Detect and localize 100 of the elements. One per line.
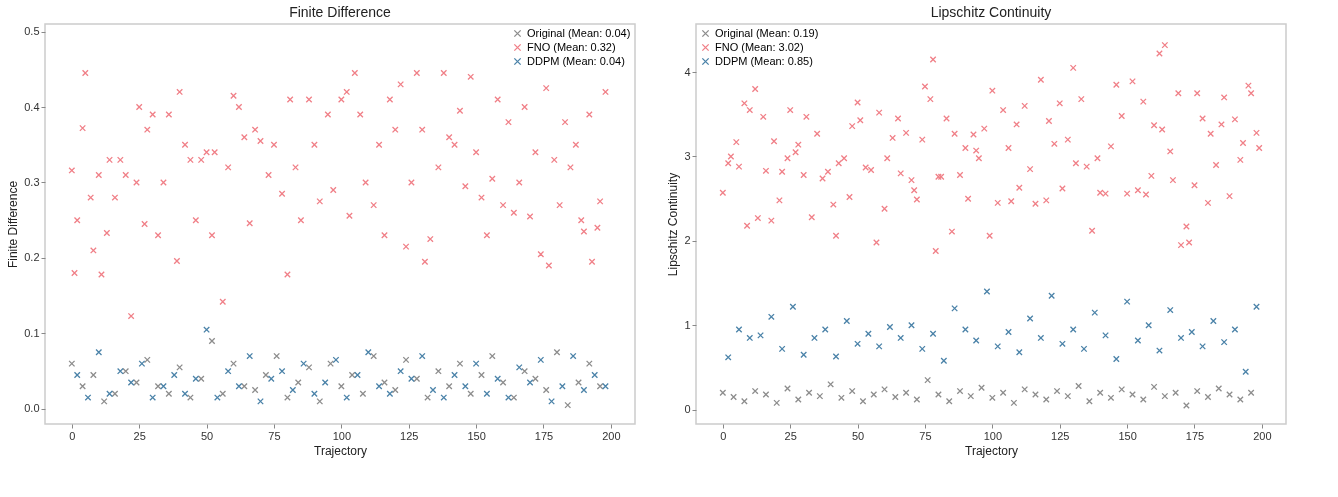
point	[542, 386, 550, 394]
x-tick-label: 100	[332, 429, 352, 442]
y-tick-label: 0.0	[24, 402, 40, 415]
point	[488, 352, 496, 360]
point	[902, 389, 910, 397]
point	[1112, 355, 1120, 363]
point	[408, 375, 415, 383]
point	[170, 371, 178, 379]
legend-label: Original (Mean: 0.04)	[527, 26, 631, 39]
x-tick-label: 0	[720, 429, 727, 442]
point	[1107, 394, 1115, 402]
point	[510, 394, 518, 401]
point	[1188, 328, 1196, 336]
point	[499, 379, 507, 386]
point	[988, 394, 996, 402]
point	[116, 367, 124, 375]
x-tick-label: 50	[200, 429, 214, 442]
y-tick-label: 0.2	[24, 251, 40, 264]
point	[278, 367, 286, 375]
point	[843, 317, 851, 325]
x-tick-label: 100	[983, 429, 1003, 442]
point	[978, 384, 985, 392]
point	[1085, 397, 1093, 405]
point	[467, 390, 475, 398]
point	[805, 389, 813, 397]
point	[1253, 303, 1260, 311]
point	[740, 397, 748, 405]
point	[532, 375, 539, 383]
point	[891, 393, 899, 401]
point	[273, 352, 281, 360]
x-tick-label: 50	[851, 429, 865, 442]
legend-label: DDPM (Mean: 0.85)	[715, 54, 813, 67]
point	[294, 379, 302, 386]
point	[478, 371, 485, 379]
point	[472, 360, 480, 368]
point	[84, 394, 92, 401]
point	[773, 399, 781, 407]
x-tick-label: 125	[400, 429, 419, 442]
point	[794, 396, 802, 403]
y-axis-title: Lipschitz Continuity	[666, 172, 681, 277]
point	[111, 390, 119, 398]
point	[89, 371, 97, 379]
point	[354, 371, 361, 379]
point	[746, 334, 754, 342]
point	[940, 357, 948, 365]
point	[1075, 382, 1082, 390]
y-tick-label: 0.3	[24, 175, 40, 188]
point	[257, 397, 264, 405]
point	[762, 391, 770, 398]
x-axis-title: Trajectory	[314, 443, 367, 458]
x-tick-label: 150	[467, 429, 486, 442]
point	[73, 371, 81, 379]
point	[154, 382, 162, 390]
point	[402, 356, 410, 364]
x-tick-label: 75	[268, 429, 281, 442]
point	[929, 330, 937, 338]
point	[558, 382, 566, 390]
point	[127, 379, 135, 386]
point	[515, 364, 523, 371]
point	[456, 360, 464, 368]
point	[391, 386, 399, 394]
point	[800, 351, 808, 359]
point	[1005, 328, 1012, 336]
x-tick-label: 125	[1051, 429, 1070, 442]
x-tick-label: 0	[69, 429, 76, 442]
point	[908, 321, 915, 329]
point	[100, 397, 108, 405]
point	[397, 367, 405, 375]
x-tick-label: 200	[1253, 429, 1272, 442]
chart-title: Finite Difference	[289, 4, 392, 20]
point	[149, 394, 157, 401]
x-tick-label: 200	[602, 429, 621, 442]
point	[434, 367, 442, 375]
x-tick-label: 25	[784, 429, 797, 442]
point	[160, 382, 167, 390]
legend-label: FNO (Mean: 3.02)	[715, 40, 804, 53]
point	[289, 386, 297, 394]
x-tick-label: 175	[534, 429, 554, 442]
y-tick-label: 4	[684, 65, 691, 78]
point	[451, 371, 458, 379]
point	[983, 288, 991, 295]
point	[1042, 396, 1050, 403]
y-tick-label: 2	[684, 234, 691, 247]
point	[316, 397, 324, 405]
point	[1059, 340, 1066, 348]
point	[138, 360, 146, 368]
point	[418, 352, 426, 360]
point	[838, 394, 845, 402]
point	[913, 396, 921, 403]
point	[332, 356, 340, 364]
point	[1134, 337, 1142, 344]
point	[1247, 389, 1255, 397]
point	[870, 391, 878, 398]
y-tick-label: 1	[684, 318, 691, 331]
point	[854, 340, 861, 348]
point	[999, 389, 1007, 397]
point	[751, 387, 759, 395]
point	[730, 393, 737, 401]
point	[106, 390, 113, 398]
point	[445, 382, 453, 390]
